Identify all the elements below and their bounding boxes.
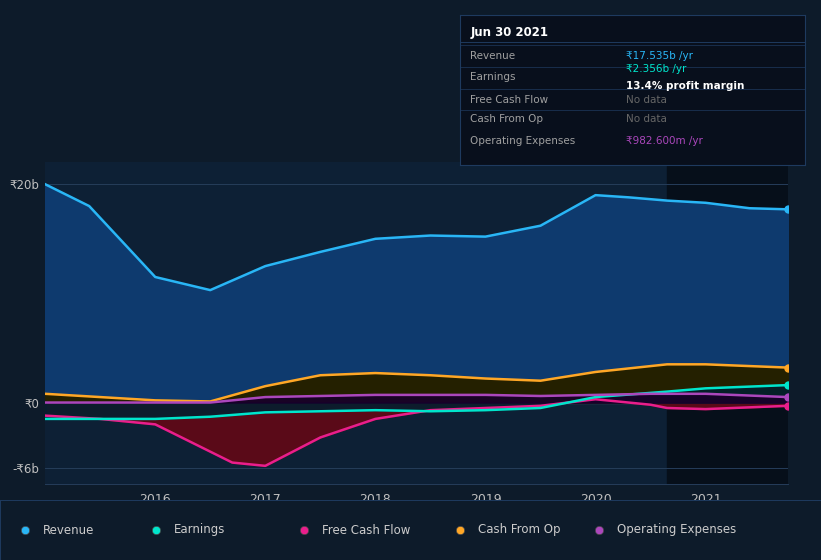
Text: ₹2.356b /yr: ₹2.356b /yr (626, 64, 686, 74)
Text: No data: No data (626, 95, 667, 105)
Text: ₹982.600m /yr: ₹982.600m /yr (626, 136, 703, 146)
Text: Operating Expenses: Operating Expenses (617, 524, 736, 536)
Text: 13.4% profit margin: 13.4% profit margin (626, 81, 744, 91)
Bar (667, 162, 788, 484)
Text: Revenue: Revenue (470, 50, 516, 60)
Text: ₹17.535b /yr: ₹17.535b /yr (626, 50, 693, 60)
Text: Jun 30 2021: Jun 30 2021 (470, 26, 548, 39)
Text: Cash From Op: Cash From Op (478, 524, 560, 536)
Text: Earnings: Earnings (174, 524, 226, 536)
Text: No data: No data (626, 114, 667, 124)
Text: Revenue: Revenue (43, 524, 94, 536)
Text: Cash From Op: Cash From Op (470, 114, 544, 124)
Text: Free Cash Flow: Free Cash Flow (470, 95, 548, 105)
Text: Free Cash Flow: Free Cash Flow (322, 524, 410, 536)
Text: Earnings: Earnings (470, 72, 516, 82)
Text: Operating Expenses: Operating Expenses (470, 136, 576, 146)
